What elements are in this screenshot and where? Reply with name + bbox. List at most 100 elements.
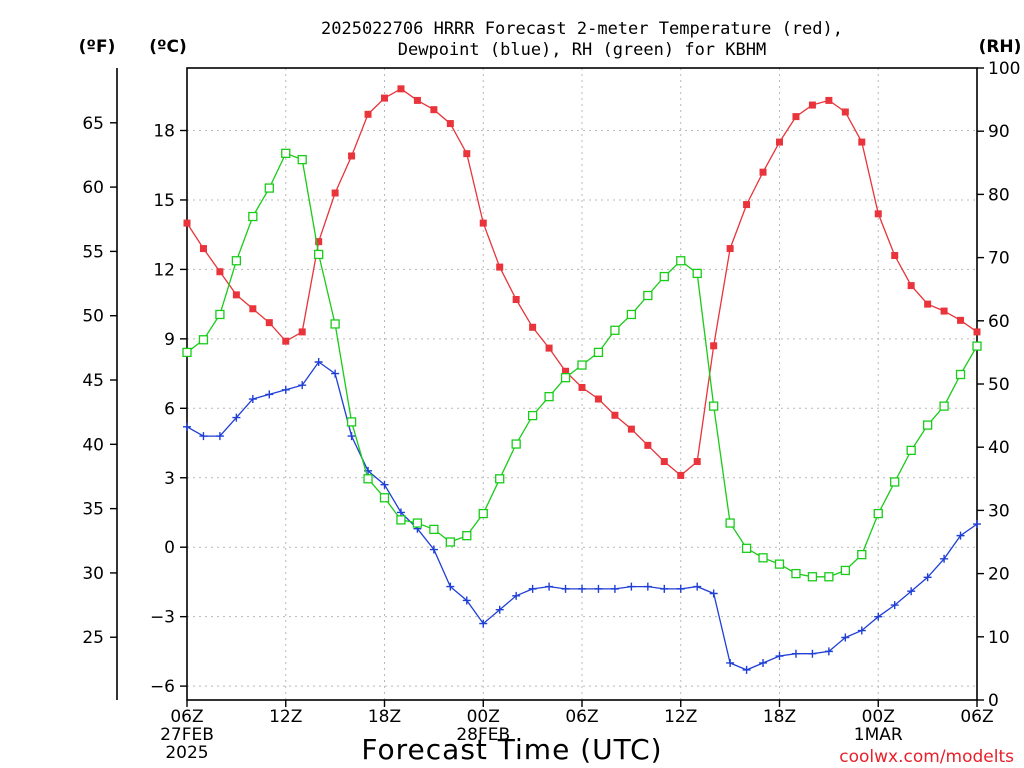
celsius-tick-label: 6 bbox=[164, 399, 175, 419]
rh-point bbox=[774, 559, 785, 569]
temperature-point bbox=[627, 425, 635, 433]
dewpoint-point bbox=[610, 584, 619, 593]
rh-tick-label: 20 bbox=[988, 565, 1010, 585]
dewpoint-point bbox=[709, 589, 718, 598]
temperature-point bbox=[315, 238, 323, 246]
dewpoint-series bbox=[183, 358, 981, 674]
rh-point bbox=[314, 249, 324, 260]
temperature-point bbox=[216, 268, 224, 276]
fahrenheit-tick-label: 30 bbox=[82, 564, 104, 584]
rh-unit-label: (RH) bbox=[979, 37, 1022, 57]
dewpoint-point bbox=[693, 582, 702, 591]
rh-point bbox=[857, 549, 867, 560]
temperature-point bbox=[660, 458, 668, 466]
dewpoint-point bbox=[824, 647, 833, 656]
dewpoint-point bbox=[215, 432, 224, 441]
fahrenheit-tick-label: 25 bbox=[82, 628, 104, 648]
temperature-point bbox=[710, 342, 718, 350]
temperature-point bbox=[825, 96, 833, 104]
x-tick-label: 18Z bbox=[763, 707, 796, 727]
rh-point bbox=[939, 401, 949, 411]
rh-point bbox=[198, 335, 209, 345]
rh-point bbox=[379, 493, 390, 503]
rh-point bbox=[922, 420, 933, 430]
temperature-point bbox=[693, 458, 701, 466]
dewpoint-point bbox=[973, 520, 981, 529]
rh-point bbox=[659, 271, 669, 282]
temperature-point bbox=[529, 323, 537, 331]
dewpoint-point bbox=[643, 582, 652, 591]
dewpoint-point bbox=[841, 633, 850, 642]
rh-tick-label: 70 bbox=[988, 249, 1010, 269]
dewpoint-point bbox=[248, 395, 257, 404]
temperature-point bbox=[413, 96, 421, 104]
celsius-tick-label: 0 bbox=[164, 538, 175, 558]
dewpoint-point bbox=[347, 432, 356, 441]
rh-point bbox=[758, 553, 768, 563]
dewpoint-line bbox=[186, 361, 978, 671]
dewpoint-point bbox=[314, 358, 323, 367]
rh-tick-label: 30 bbox=[988, 501, 1010, 521]
fahrenheit-tick-label: 65 bbox=[82, 114, 104, 134]
rh-tick-label: 0 bbox=[988, 691, 999, 711]
rh-point bbox=[215, 309, 225, 320]
temperature-point bbox=[199, 245, 207, 253]
temperature-point bbox=[430, 106, 438, 114]
dewpoint-point bbox=[676, 584, 685, 593]
title-line-2: Dewpoint (blue), RH (green) for KBHM bbox=[398, 40, 766, 60]
rh-point bbox=[709, 401, 719, 411]
temperature-point bbox=[249, 305, 257, 313]
temperature-point bbox=[973, 328, 981, 336]
temperature-point bbox=[446, 120, 454, 128]
temperature-point bbox=[479, 219, 487, 227]
credit-text: coolwx.com/modelts bbox=[839, 747, 1014, 767]
dewpoint-point bbox=[759, 658, 768, 667]
temperature-point bbox=[381, 94, 388, 102]
x-tick-label: 12Z bbox=[269, 707, 302, 727]
rh-point bbox=[445, 537, 455, 547]
celsius-tick-label: 15 bbox=[153, 191, 175, 211]
x-tick-label: 1MAR bbox=[854, 725, 903, 745]
dewpoint-point bbox=[380, 480, 389, 489]
dewpoint-point bbox=[956, 531, 965, 540]
dewpoint-point bbox=[791, 649, 800, 658]
temperature-point bbox=[183, 219, 191, 227]
temperature-point bbox=[562, 367, 570, 375]
dewpoint-point bbox=[495, 605, 504, 614]
fahrenheit-tick-label: 35 bbox=[82, 500, 104, 520]
rh-point bbox=[495, 474, 505, 484]
x-tick-label: 27FEB bbox=[160, 725, 214, 745]
x-tick-label: 00Z bbox=[467, 707, 500, 727]
dewpoint-point bbox=[512, 591, 521, 600]
rh-point bbox=[824, 572, 834, 582]
rh-point bbox=[972, 341, 982, 351]
celsius-tick-label: −3 bbox=[150, 608, 175, 628]
rh-point bbox=[593, 347, 604, 358]
rh-point bbox=[182, 347, 192, 358]
fahrenheit-tick-label: 40 bbox=[82, 435, 104, 455]
rh-point bbox=[560, 373, 571, 383]
celsius-tick-label: 18 bbox=[153, 122, 175, 142]
dewpoint-point bbox=[742, 665, 751, 674]
rh-tick-label: 80 bbox=[988, 185, 1010, 205]
dewpoint-point bbox=[594, 584, 603, 593]
rh-point bbox=[725, 518, 735, 528]
rh-point bbox=[544, 391, 554, 402]
temperature-point bbox=[776, 138, 783, 146]
temperature-point bbox=[232, 291, 240, 299]
data-series bbox=[182, 85, 982, 674]
celsius-tick-label: 12 bbox=[153, 260, 175, 280]
temperature-point bbox=[743, 201, 751, 209]
temperature-point bbox=[874, 210, 882, 218]
rh-point bbox=[955, 369, 966, 380]
temperature-point bbox=[759, 168, 767, 176]
dewpoint-point bbox=[331, 369, 340, 378]
dewpoint-point bbox=[578, 584, 586, 593]
rh-tick-label: 40 bbox=[988, 438, 1010, 458]
dewpoint-point bbox=[545, 582, 554, 591]
fahrenheit-unit-label: (ºF) bbox=[79, 37, 116, 57]
temperature-point bbox=[611, 411, 619, 419]
rh-point bbox=[577, 360, 587, 370]
temperature-point bbox=[957, 316, 965, 324]
